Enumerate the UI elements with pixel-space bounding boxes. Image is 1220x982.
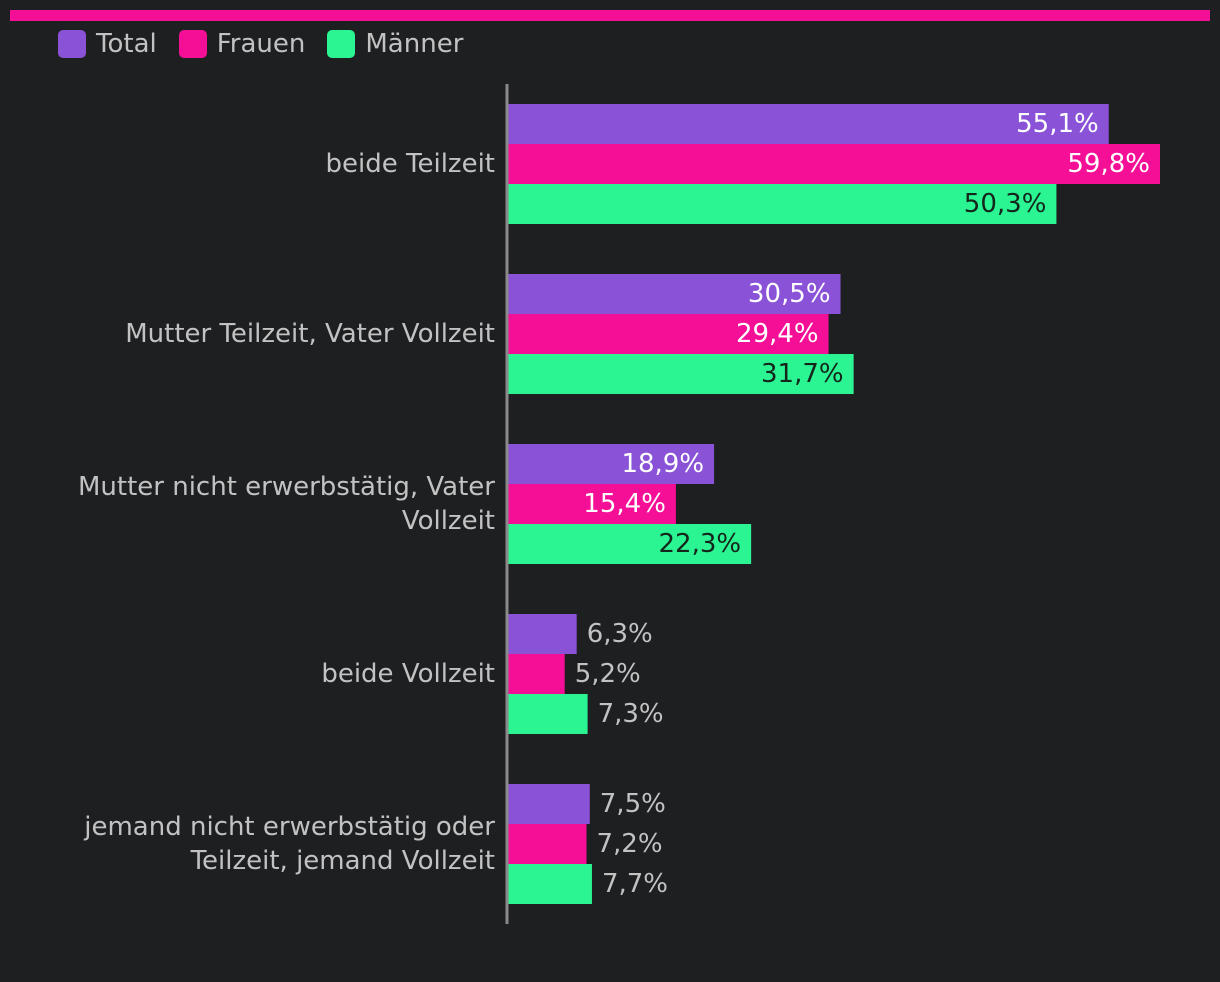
bar-maenner-2[interactable] xyxy=(508,354,854,394)
data-label-total-2: 30,5% xyxy=(748,279,831,309)
data-label-frauen-3: 15,4% xyxy=(583,489,666,519)
legend-item-frauen[interactable]: Frauen xyxy=(178,29,306,59)
top-accent-bar xyxy=(10,10,1210,21)
data-label-maenner-1: 50,3% xyxy=(964,189,1047,219)
bar-frauen-3[interactable] xyxy=(508,484,676,524)
category-label-mutter-teilzeit-vater-vollzeit: Mutter Teilzeit, Vater Vollzeit xyxy=(125,319,495,349)
bar-maenner-3[interactable] xyxy=(508,524,752,564)
legend: Total Frauen Männer xyxy=(58,26,485,62)
data-label-maenner-2: 31,7% xyxy=(761,359,844,389)
category-label-beide-vollzeit: beide Vollzeit xyxy=(321,659,495,689)
bar-maenner-4[interactable] xyxy=(508,694,588,734)
bar-maenner-5[interactable] xyxy=(508,864,592,904)
bar-frauen-2[interactable] xyxy=(508,314,829,354)
data-label-frauen-1: 59,8% xyxy=(1067,149,1150,179)
category-label-mutter-nicht-erwerbstaetig-vater-vollzeit-line-1: Mutter nicht erwerbstätig, Vater xyxy=(78,472,495,502)
legend-item-maenner[interactable]: Männer xyxy=(327,29,463,59)
data-label-total-4: 6,3% xyxy=(587,619,653,649)
legend-swatch-total xyxy=(58,30,86,58)
data-label-frauen-2: 29,4% xyxy=(736,319,819,349)
data-label-maenner-3: 22,3% xyxy=(659,529,742,559)
legend-label-maenner: Männer xyxy=(365,29,464,59)
category-label-jemand-nicht-erwerbstaetig-oder-teilzeit-jemand-vollzeit-line-2: Teilzeit, jemand Vollzeit xyxy=(190,846,495,876)
bar-total-1[interactable] xyxy=(508,104,1109,144)
data-label-maenner-5: 7,7% xyxy=(602,869,668,899)
bar-frauen-4[interactable] xyxy=(508,654,565,694)
legend-label-frauen: Frauen xyxy=(216,29,306,59)
data-label-frauen-4: 5,2% xyxy=(575,659,641,689)
category-label-mutter-nicht-erwerbstaetig-vater-vollzeit-line-2: Vollzeit xyxy=(402,506,495,536)
data-label-total-5: 7,5% xyxy=(600,789,666,819)
category-label-jemand-nicht-erwerbstaetig-oder-teilzeit-jemand-vollzeit-line-1: jemand nicht erwerbstätig oder xyxy=(83,812,495,842)
bar-total-4[interactable] xyxy=(508,614,577,654)
bar-frauen-1[interactable] xyxy=(508,144,1160,184)
legend-label-total: Total xyxy=(96,29,157,59)
bar-maenner-1[interactable] xyxy=(508,184,1057,224)
bar-total-5[interactable] xyxy=(508,784,590,824)
data-label-frauen-5: 7,2% xyxy=(597,829,663,859)
bar-total-2[interactable] xyxy=(508,274,841,314)
legend-swatch-frauen xyxy=(178,30,207,58)
data-label-total-1: 55,1% xyxy=(1016,109,1099,139)
category-label-beide-teilzeit: beide Teilzeit xyxy=(326,149,495,179)
legend-swatch-maenner xyxy=(327,30,356,58)
bar-total-3[interactable] xyxy=(508,444,715,484)
data-label-maenner-4: 7,3% xyxy=(598,699,664,729)
legend-item-total[interactable]: Total xyxy=(58,29,157,59)
data-label-total-3: 18,9% xyxy=(621,449,704,479)
bar-frauen-5[interactable] xyxy=(508,824,587,864)
